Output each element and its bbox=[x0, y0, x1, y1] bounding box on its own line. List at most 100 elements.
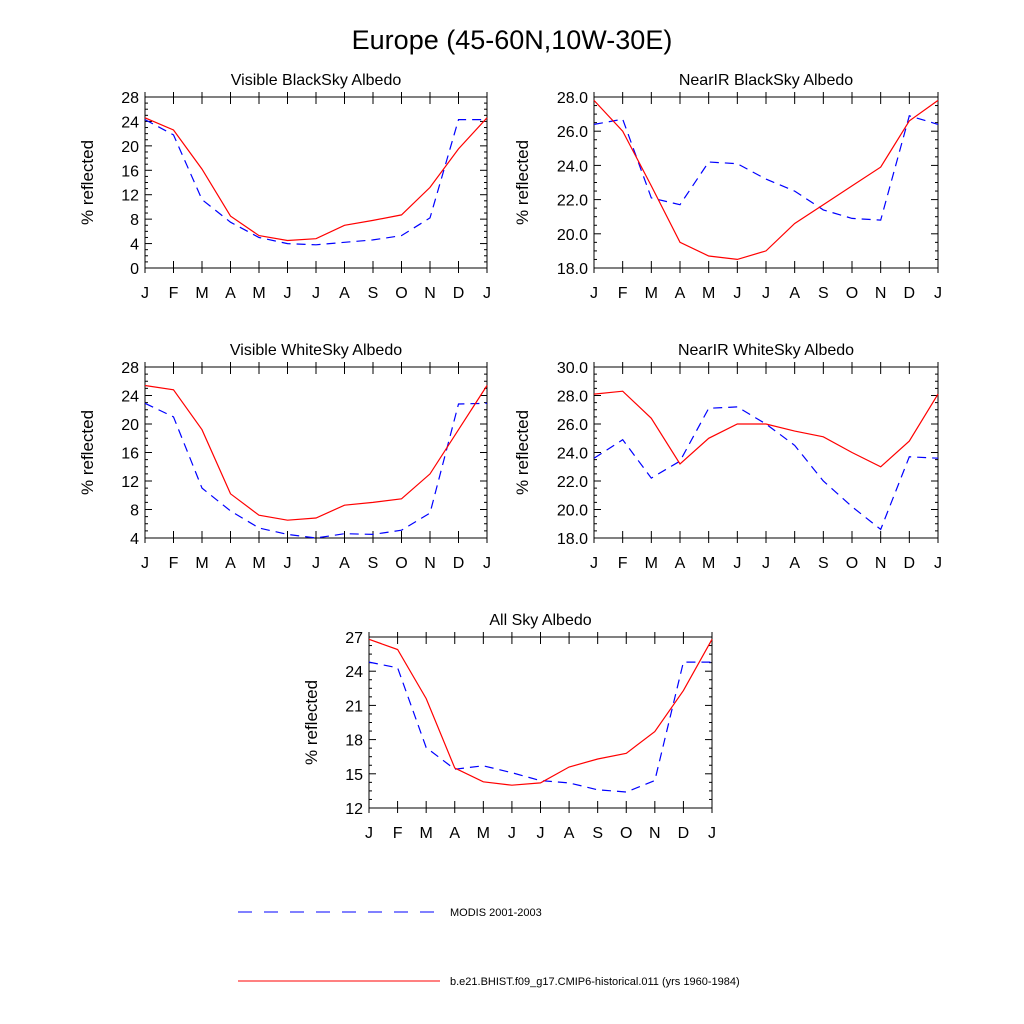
x-tick-label: J bbox=[508, 825, 516, 842]
model-series-line bbox=[593, 99, 939, 261]
x-tick-label: J bbox=[762, 285, 770, 302]
model-series-line bbox=[144, 117, 488, 242]
y-tick-label: 26.0 bbox=[557, 124, 588, 141]
legend-label: b.e21.BHIST.f09_g17.CMIP6-historical.011… bbox=[450, 976, 740, 988]
y-tick-label: 4 bbox=[130, 531, 139, 548]
x-tick-label: S bbox=[818, 285, 829, 302]
x-tick-label: A bbox=[339, 555, 350, 572]
y-tick-label: 28 bbox=[121, 360, 139, 377]
x-tick-label: M bbox=[252, 555, 265, 572]
panel-title: All Sky Albedo bbox=[489, 612, 591, 629]
x-tick-label: J bbox=[537, 825, 545, 842]
figure-title: Europe (45-60N,10W-30E) bbox=[352, 25, 673, 55]
y-tick-label: 18.0 bbox=[557, 261, 588, 278]
x-tick-label: M bbox=[195, 285, 208, 302]
x-tick-label: O bbox=[395, 285, 407, 302]
x-tick-label: O bbox=[846, 285, 858, 302]
x-tick-label: D bbox=[904, 285, 916, 302]
y-tick-label: 8 bbox=[130, 503, 139, 520]
x-tick-label: O bbox=[395, 555, 407, 572]
y-tick-label: 27 bbox=[345, 630, 363, 647]
y-axis-label: % reflected bbox=[302, 680, 321, 765]
x-tick-label: D bbox=[453, 555, 465, 572]
modis-series-line bbox=[593, 115, 939, 221]
x-tick-label: A bbox=[675, 285, 686, 302]
y-tick-label: 24 bbox=[121, 114, 139, 131]
x-tick-label: A bbox=[789, 555, 800, 572]
plot-frame bbox=[144, 366, 488, 539]
modis-series-line bbox=[144, 402, 488, 539]
x-tick-label: J bbox=[708, 825, 716, 842]
x-tick-label: M bbox=[645, 555, 658, 572]
x-tick-label: N bbox=[875, 285, 887, 302]
x-tick-label: M bbox=[702, 555, 715, 572]
modis-series-line bbox=[144, 118, 487, 246]
x-tick-label: O bbox=[846, 555, 858, 572]
chart-panel-3: Visible WhiteSky Albedo 4 8 12 16 20 24 28 % ref… bbox=[78, 342, 491, 572]
x-tick-label: J bbox=[141, 555, 149, 572]
x-tick-label: A bbox=[449, 825, 460, 842]
y-tick-label: 30.0 bbox=[557, 360, 588, 377]
x-tick-label: A bbox=[225, 555, 236, 572]
y-tick-label: 12 bbox=[121, 188, 139, 205]
x-tick-label: N bbox=[649, 825, 661, 842]
y-tick-label: 28.0 bbox=[557, 389, 588, 406]
x-tick-label: J bbox=[762, 555, 770, 572]
panel-title: NearIR BlackSky Albedo bbox=[679, 72, 853, 89]
x-tick-label: D bbox=[678, 825, 690, 842]
x-tick-label: J bbox=[733, 555, 741, 572]
panel-title: NearIR WhiteSky Albedo bbox=[678, 342, 854, 359]
x-tick-label: J bbox=[284, 285, 292, 302]
x-tick-label: D bbox=[904, 555, 916, 572]
x-tick-label: S bbox=[818, 555, 829, 572]
y-tick-label: 28.0 bbox=[557, 90, 588, 107]
model-series-line bbox=[144, 384, 488, 521]
chart-panel-1: Visible BlackSky Albedo 0 4 8 12 16 20 24 28 % re… bbox=[78, 72, 491, 302]
y-tick-label: 24.0 bbox=[557, 446, 588, 463]
plot-frame bbox=[593, 366, 939, 539]
legend-label: MODIS 2001-2003 bbox=[450, 907, 542, 919]
x-tick-label: F bbox=[169, 285, 179, 302]
x-tick-label: M bbox=[195, 555, 208, 572]
x-tick-label: J bbox=[365, 825, 373, 842]
y-tick-label: 16 bbox=[121, 163, 139, 180]
x-tick-label: F bbox=[618, 555, 628, 572]
y-tick-label: 24.0 bbox=[557, 158, 588, 175]
x-tick-label: S bbox=[368, 555, 379, 572]
y-tick-label: 22.0 bbox=[557, 193, 588, 210]
x-tick-label: J bbox=[284, 555, 292, 572]
x-tick-label: S bbox=[592, 825, 603, 842]
x-tick-label: S bbox=[368, 285, 379, 302]
panel-title: Visible WhiteSky Albedo bbox=[230, 342, 402, 359]
y-tick-label: 24 bbox=[121, 389, 139, 406]
y-tick-label: 28 bbox=[121, 90, 139, 107]
panel-title: Visible BlackSky Albedo bbox=[231, 72, 402, 89]
x-tick-label: A bbox=[225, 285, 236, 302]
model-series-line bbox=[593, 390, 939, 468]
y-tick-label: 16 bbox=[121, 446, 139, 463]
y-tick-label: 20.0 bbox=[557, 227, 588, 244]
plot-frame bbox=[144, 96, 488, 269]
y-axis-label: % reflected bbox=[78, 140, 97, 225]
model-series-line bbox=[368, 638, 713, 786]
x-tick-label: M bbox=[252, 285, 265, 302]
x-tick-label: J bbox=[312, 285, 320, 302]
y-tick-label: 8 bbox=[130, 212, 139, 229]
x-tick-label: J bbox=[312, 555, 320, 572]
x-tick-label: F bbox=[618, 285, 628, 302]
y-tick-label: 20.0 bbox=[557, 503, 588, 520]
y-tick-label: 12 bbox=[121, 474, 139, 491]
y-tick-label: 20 bbox=[121, 417, 139, 434]
y-tick-label: 18.0 bbox=[557, 531, 588, 548]
x-tick-label: J bbox=[590, 285, 598, 302]
x-tick-label: A bbox=[339, 285, 350, 302]
x-tick-label: M bbox=[702, 285, 715, 302]
modis-series-line bbox=[368, 661, 712, 793]
x-tick-label: J bbox=[934, 285, 942, 302]
x-tick-label: M bbox=[477, 825, 490, 842]
y-tick-label: 26.0 bbox=[557, 417, 588, 434]
legend: MODIS 2001-2003 b.e21.BHIST.f09_g17.CMIP6… bbox=[238, 907, 740, 988]
x-tick-label: D bbox=[453, 285, 465, 302]
